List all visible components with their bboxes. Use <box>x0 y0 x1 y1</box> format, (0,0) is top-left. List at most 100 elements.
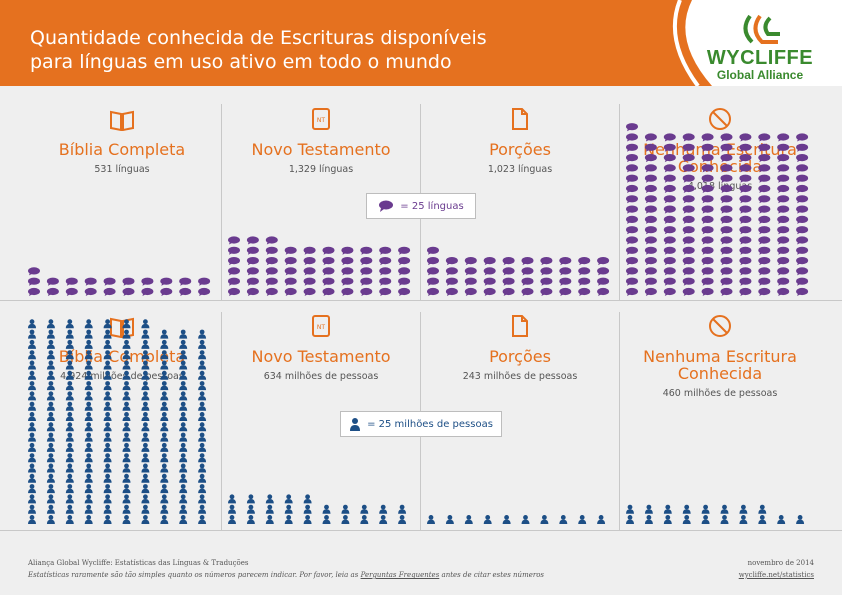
speech-bubble-mark <box>644 246 657 255</box>
person-mark <box>84 484 93 494</box>
faq-link[interactable]: Perguntas Frequentes <box>360 571 440 579</box>
speech-bubble-mark <box>720 215 733 224</box>
speech-bubble-mark <box>28 267 40 276</box>
person-mark <box>663 515 672 524</box>
person-mark <box>103 473 112 483</box>
person-mark <box>84 442 93 452</box>
person-mark <box>84 515 93 524</box>
person-mark <box>65 381 74 391</box>
person-mark <box>28 494 36 504</box>
speech-bubble-mark <box>796 246 809 255</box>
speech-bubble-mark <box>796 267 809 276</box>
person-mark <box>445 515 454 524</box>
speech-bubble-mark <box>379 246 392 255</box>
speech-bubble-mark <box>445 287 458 296</box>
person-mark <box>103 484 112 494</box>
person-mark <box>521 515 530 524</box>
column-full-bible-people: Bíblia Completa 4,924 milhões de pessoas <box>22 314 222 382</box>
person-mark <box>65 473 74 483</box>
person-mark <box>84 463 93 473</box>
speech-bubble-mark <box>341 267 354 276</box>
speech-bubble-mark <box>341 277 354 286</box>
svg-text:NT: NT <box>317 324 325 331</box>
speech-bubble-icon <box>379 200 394 212</box>
column-value: 1,023 línguas <box>487 164 553 175</box>
person-mark <box>103 515 112 524</box>
person-mark <box>28 412 36 421</box>
person-mark <box>265 515 274 524</box>
pictogram-column <box>28 267 211 296</box>
person-mark <box>103 401 112 411</box>
legend-label: = 25 línguas <box>400 200 464 212</box>
person-mark <box>198 412 207 421</box>
person-mark <box>246 494 255 504</box>
person-mark <box>160 473 169 483</box>
speech-bubble-mark <box>464 277 477 286</box>
speech-bubble-mark <box>160 287 173 296</box>
speech-bubble-mark <box>739 236 752 245</box>
speech-bubble-mark <box>720 287 733 296</box>
divider <box>619 312 620 530</box>
pictogram-column <box>427 515 606 524</box>
person-mark <box>141 401 150 411</box>
person-mark <box>46 494 55 504</box>
page-title: Quantidade conhecida de Escrituras dispo… <box>30 27 487 73</box>
speech-bubble-mark <box>379 257 392 266</box>
speech-bubble-mark <box>341 287 354 296</box>
speech-bubble-mark <box>682 195 695 204</box>
speech-bubble-mark <box>179 287 192 296</box>
section-divider <box>0 530 842 531</box>
book-icon <box>110 110 134 131</box>
person-mark <box>141 484 150 494</box>
person-mark <box>84 494 93 504</box>
pictogram-column <box>228 236 411 296</box>
statistics-link[interactable]: wycliffe.net/statistics <box>738 571 814 579</box>
person-mark <box>141 381 150 391</box>
speech-bubble-mark <box>739 205 752 214</box>
speech-bubble-mark <box>663 215 676 224</box>
divider <box>221 312 222 530</box>
speech-bubble-mark <box>464 257 477 266</box>
speech-bubble-mark <box>758 205 771 214</box>
speech-bubble-mark <box>322 277 335 286</box>
person-mark <box>103 453 112 463</box>
speech-bubble-mark <box>578 257 591 266</box>
column-value: 634 milhões de pessoas <box>263 371 379 382</box>
column-no-scripture-people: Nenhuma Escritura Conhecida 460 milhões d… <box>620 314 820 399</box>
person-mark <box>141 463 150 473</box>
person-mark <box>65 391 74 401</box>
person-mark <box>284 504 293 514</box>
person-mark <box>141 453 150 463</box>
speech-bubble-mark <box>682 246 695 255</box>
person-mark <box>122 381 131 391</box>
speech-bubble-mark <box>644 277 657 286</box>
person-mark <box>198 463 207 473</box>
person-mark <box>46 422 55 432</box>
speech-bubble-mark <box>284 257 297 266</box>
speech-bubble-mark <box>398 267 411 276</box>
document-icon <box>512 315 528 337</box>
speech-bubble-mark <box>246 246 259 255</box>
person-mark <box>160 463 169 473</box>
speech-bubble-mark <box>228 257 240 266</box>
speech-bubble-mark <box>777 205 790 214</box>
book-icon <box>110 317 134 338</box>
person-mark <box>198 442 207 452</box>
speech-bubble-mark <box>758 257 771 266</box>
person-mark <box>84 381 93 391</box>
speech-bubble-mark <box>265 277 278 286</box>
column-title: Porções <box>489 347 551 366</box>
person-mark <box>303 504 312 514</box>
person-mark <box>228 504 236 514</box>
speech-bubble-mark <box>758 277 771 286</box>
speech-bubble-mark <box>701 267 714 276</box>
speech-bubble-mark <box>521 277 534 286</box>
speech-bubble-mark <box>265 267 278 276</box>
speech-bubble-mark <box>701 195 714 204</box>
speech-bubble-mark <box>777 257 790 266</box>
speech-bubble-mark <box>483 287 496 296</box>
speech-bubble-mark <box>777 195 790 204</box>
person-mark <box>122 453 131 463</box>
speech-bubble-mark <box>739 246 752 255</box>
